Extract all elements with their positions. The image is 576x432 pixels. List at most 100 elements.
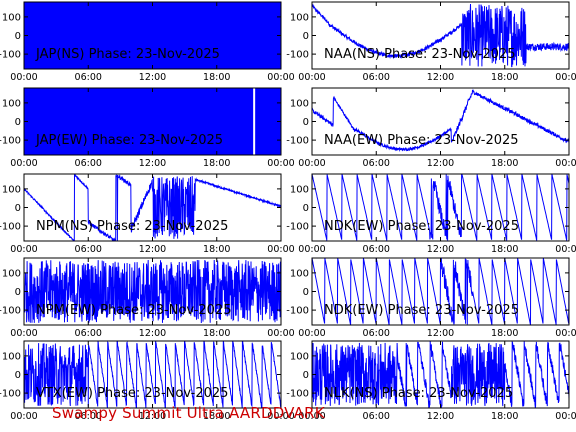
xtick-label: 06:00 [363,244,390,255]
panel-2: 100 0 -100 00:00 06:00 12:00 18:00 00:00 NAA(NS)… [286,1,576,83]
xtick-label: 12:00 [139,328,166,339]
ytick-label: -100 [0,50,21,61]
panel-9: 100 0 -100 00:00 06:00 12:00 18:00 00:00 VTX(EW)… [0,340,295,422]
trace-line [24,174,281,241]
ytick-label: -100 [0,136,21,147]
ytick-label: 0 [15,31,21,42]
xtick-label: 00:00 [555,158,576,169]
xtick-label: 06:00 [363,328,390,339]
ytick-label: 0 [303,117,309,128]
xtick-label: 00:00 [267,411,294,422]
ytick-label: 100 [290,268,309,279]
xtick-label: 06:00 [75,72,102,83]
xtick-label: 00:00 [10,244,37,255]
xtick-label: 12:00 [427,328,454,339]
trace-line [312,3,569,68]
xtick-label: 18:00 [203,244,230,255]
ytick-label: -100 [0,389,21,400]
xtick-label: 12:00 [139,158,166,169]
xtick-label: 12:00 [427,411,454,422]
panel-5: 100 0 -100 00:00 06:00 12:00 18:00 00:00 NPM(NS)… [0,173,295,255]
xtick-label: 00:00 [267,158,294,169]
trace-line [312,88,569,153]
ytick-label: 100 [290,351,309,362]
panel-10: 100 0 -100 00:00 06:00 12:00 18:00 00:00 NLK(NS)… [286,340,576,422]
xtick-label: 00:00 [555,72,576,83]
panel-title: NAA(NS) Phase: 23-Nov-2025 [324,47,515,62]
xtick-label: 06:00 [75,158,102,169]
xtick-label: 12:00 [427,72,454,83]
trace-line [24,341,281,408]
ytick-label: 0 [303,31,309,42]
ytick-label: 100 [2,268,21,279]
ytick-label: -100 [0,222,21,233]
panel-title: JAP(EW) Phase: 23-Nov-2025 [35,133,223,148]
ytick-label: -100 [286,136,309,147]
xtick-label: 18:00 [491,72,518,83]
trace-line [312,341,569,408]
xtick-label: 18:00 [491,158,518,169]
xtick-label: 06:00 [363,158,390,169]
xtick-label: 18:00 [203,328,230,339]
ytick-label: 0 [15,287,21,298]
ytick-label: 100 [2,184,21,195]
xtick-label: 00:00 [555,244,576,255]
xtick-label: 06:00 [75,411,102,422]
ytick-label: -100 [286,50,309,61]
xtick-label: 18:00 [491,328,518,339]
xtick-label: 12:00 [139,244,166,255]
panel-4: 100 0 -100 00:00 06:00 12:00 18:00 00:00 NAA(EW)… [286,87,576,169]
panel-6: 100 0 -100 00:00 06:00 12:00 18:00 00:00 NDK(EW)… [286,173,576,255]
ytick-label: 0 [303,370,309,381]
panel-title: NAA(EW) Phase: 23-Nov-2025 [324,133,519,148]
xtick-label: 00:00 [298,411,325,422]
panel-1: 100 0 -100 00:00 06:00 12:00 18:00 00:00 JAP(NS)… [0,1,295,83]
xtick-label: 12:00 [139,72,166,83]
ytick-label: 100 [2,351,21,362]
panel-title: NPM(EW) Phase: 23-Nov-2025 [36,303,231,318]
ytick-label: 100 [2,12,21,23]
xtick-label: 00:00 [298,328,325,339]
trace-fill [24,88,281,155]
panel-3: 100 0 -100 00:00 06:00 12:00 18:00 00:00 JAP(EW)… [0,87,295,169]
xtick-label: 12:00 [139,411,166,422]
xtick-label: 00:00 [267,328,294,339]
panel-8: 100 0 -100 00:00 06:00 12:00 18:00 00:00 NDK(EW)… [286,257,576,339]
ytick-label: -100 [286,306,309,317]
xtick-label: 06:00 [75,244,102,255]
xtick-label: 00:00 [10,411,37,422]
xtick-label: 12:00 [427,244,454,255]
xtick-label: 18:00 [491,244,518,255]
xtick-label: 18:00 [491,411,518,422]
ytick-label: 100 [290,184,309,195]
xtick-label: 18:00 [203,411,230,422]
trace-line [24,259,281,324]
xtick-label: 00:00 [267,72,294,83]
xtick-label: 00:00 [267,244,294,255]
panel-title: NPM(NS) Phase: 23-Nov-2025 [36,219,228,234]
xtick-label: 00:00 [298,244,325,255]
xtick-label: 06:00 [363,72,390,83]
ytick-label: 100 [290,12,309,23]
ytick-label: -100 [0,306,21,317]
xtick-label: 00:00 [10,328,37,339]
trace-fill [24,2,281,69]
xtick-label: 00:00 [298,72,325,83]
xtick-label: 18:00 [203,158,230,169]
panel-title: JAP(NS) Phase: 23-Nov-2025 [35,47,220,62]
ytick-label: -100 [286,222,309,233]
xtick-label: 00:00 [10,158,37,169]
trace-line [312,258,569,325]
panel-title: NDK(EW) Phase: 23-Nov-2025 [324,303,519,318]
xtick-label: 06:00 [363,411,390,422]
ytick-label: 100 [2,98,21,109]
xtick-label: 00:00 [298,158,325,169]
ytick-label: 100 [290,98,309,109]
ytick-label: 0 [15,203,21,214]
ytick-label: 0 [303,287,309,298]
xtick-label: 00:00 [555,411,576,422]
panel-title: NLK(NS) Phase: 23-Nov-2025 [324,386,513,401]
xtick-label: 00:00 [555,328,576,339]
data-gap [253,88,256,155]
